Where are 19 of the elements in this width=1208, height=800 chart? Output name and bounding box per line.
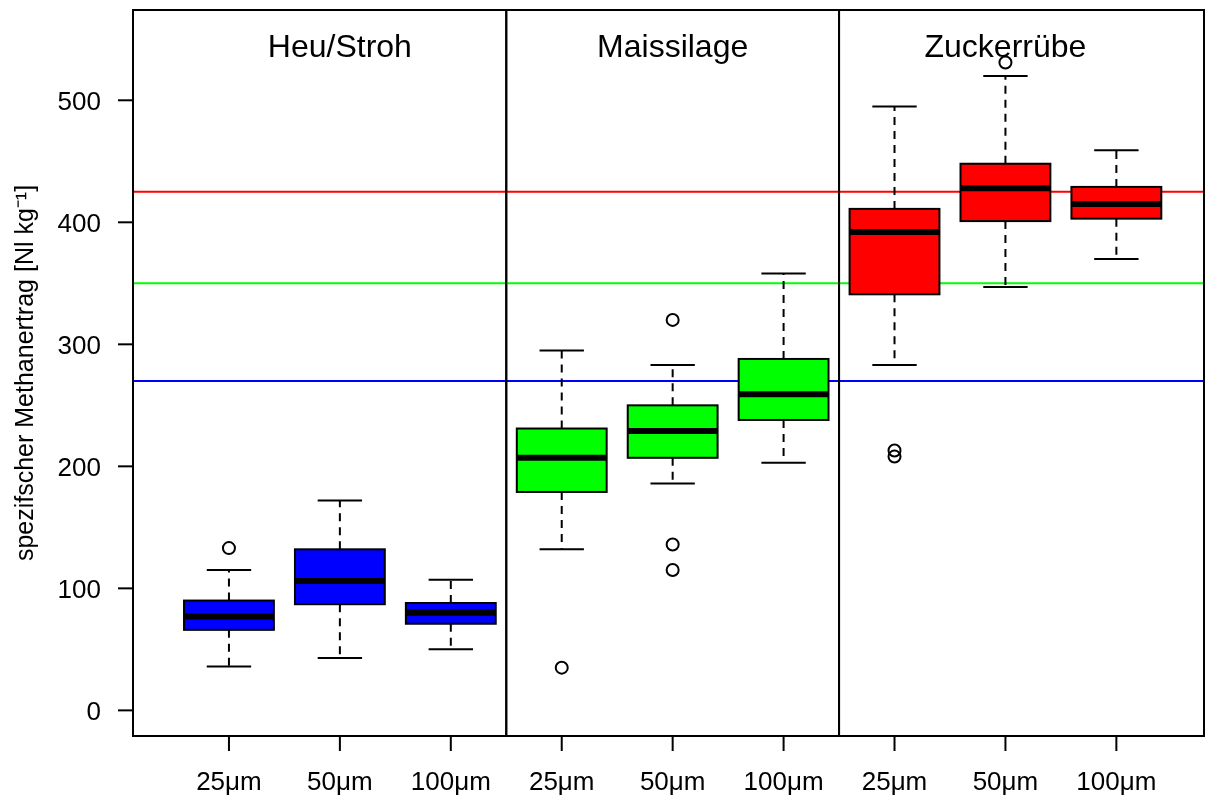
x-tick-label: 25μm xyxy=(528,766,595,796)
text: Heu/Stroh xyxy=(267,28,412,64)
y-tick-label: 0 xyxy=(86,695,101,726)
x-tick-label: 50μm xyxy=(307,766,373,796)
text: Zuckerrübe xyxy=(924,28,1087,64)
y-tick-label: 200 xyxy=(57,451,101,482)
x-tick-label: 50μm xyxy=(972,766,1039,796)
y-axis-title: spezifscher Methanertrag [Nl kg⁻¹] xyxy=(10,184,38,562)
x-tick-label: 25μm xyxy=(196,766,262,796)
x-tick-label: 100μm xyxy=(1076,766,1157,796)
x-tick-label: 100μm xyxy=(743,766,824,796)
y-tick-label: 400 xyxy=(57,207,101,238)
x-tick-label: 50μm xyxy=(639,766,706,796)
x-tick-label: 25μm xyxy=(861,766,928,796)
y-tick-label: 300 xyxy=(57,329,101,360)
y-tick-label: 500 xyxy=(57,85,101,116)
x-tick-label: 100μm xyxy=(410,766,491,796)
y-tick-label: 100 xyxy=(57,573,101,604)
text: Maissilage xyxy=(597,28,749,64)
